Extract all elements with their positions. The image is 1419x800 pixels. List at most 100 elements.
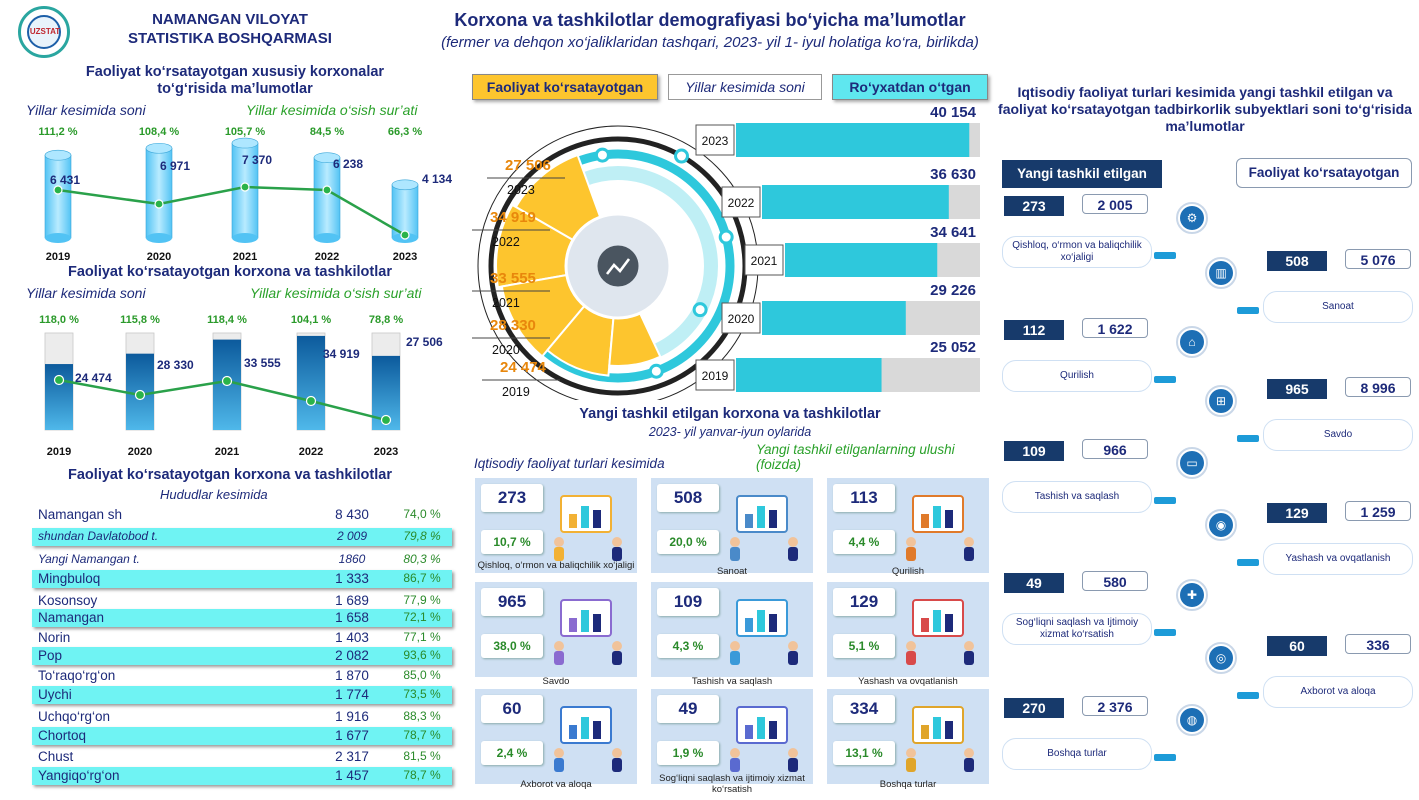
ill-bar bbox=[757, 610, 765, 632]
card-count: 129 bbox=[833, 588, 895, 616]
card-illustration bbox=[906, 599, 974, 665]
org-line1: NAMANGAN VILOYAT bbox=[152, 11, 308, 28]
activity-card: 49 1,9 % bbox=[651, 689, 813, 784]
chart2-year-label: 2022 bbox=[299, 446, 323, 458]
card-share: 13,1 % bbox=[833, 741, 895, 765]
new-count: 508 bbox=[1267, 251, 1327, 271]
registered-year-label: 2023 bbox=[702, 134, 729, 148]
ill-bar bbox=[945, 614, 953, 632]
chart1-growth-label: 84,5 % bbox=[310, 126, 344, 138]
activity-caption: Sanoat bbox=[1263, 291, 1413, 323]
district-value: 2 082 bbox=[335, 648, 369, 663]
districts-title: Faoliyat ko‘rsatayotgan korxona va tashk… bbox=[68, 467, 392, 483]
globe-icon-glyph: ◍ bbox=[1180, 708, 1204, 732]
district-name: Yangiqo‘rg‘on bbox=[38, 768, 120, 783]
district-row: Yangi Namangan t. 1860 80,3 % bbox=[32, 551, 452, 569]
active-year-label: 2023 bbox=[507, 183, 535, 197]
district-value: 1 689 bbox=[335, 593, 369, 608]
chart1-growth-label: 108,4 % bbox=[139, 126, 180, 138]
registered-value-label: 34 641 bbox=[930, 224, 976, 241]
chart2-year-label: 2019 bbox=[47, 446, 71, 458]
card-caption: Tashish va saqlash bbox=[691, 676, 773, 687]
card-caption: Qishloq, o‘rmon va baliqchilik xo‘jaligi bbox=[477, 560, 635, 571]
new-count: 112 bbox=[1004, 320, 1064, 340]
year-box bbox=[744, 244, 784, 276]
chart1-growth-point bbox=[240, 182, 250, 192]
card-count: 109 bbox=[657, 588, 719, 616]
active-count: 2 376 bbox=[1082, 696, 1148, 716]
card-count: 508 bbox=[657, 484, 719, 512]
registered-bar bbox=[762, 301, 906, 335]
chart2-growth-label: 78,8 % bbox=[369, 314, 403, 326]
district-name: Yangi Namangan t. bbox=[38, 552, 140, 566]
share-label: Yangi tashkil etilganlarning ulushi (foi… bbox=[756, 442, 955, 472]
ill-bar bbox=[945, 721, 953, 739]
card-count: 60 bbox=[481, 695, 543, 723]
card-caption: Boshqa turlar bbox=[879, 779, 937, 790]
registered-value-label: 29 226 bbox=[930, 282, 976, 299]
ill-bar bbox=[933, 506, 941, 528]
registered-value-label: 25 052 bbox=[930, 339, 976, 356]
activity-card: 129 5,1 % bbox=[827, 582, 989, 677]
by-activity-label: Iqtisodiy faoliyat turlari kesimida bbox=[474, 456, 665, 471]
activity-card: 273 10,7 % bbox=[475, 478, 637, 573]
active-count: 1 622 bbox=[1082, 318, 1148, 338]
district-value: 1 658 bbox=[335, 610, 369, 625]
antenna-icon: ◎ bbox=[1205, 642, 1237, 674]
activity-caption-text: Savdo bbox=[1323, 429, 1353, 440]
year-box bbox=[695, 124, 735, 156]
ill-person bbox=[906, 641, 916, 651]
chart1-bar-top bbox=[231, 137, 259, 149]
chart2-growth-point bbox=[221, 375, 233, 387]
district-value: 1 774 bbox=[335, 687, 369, 702]
chart2-growth-label: 115,8 % bbox=[120, 314, 160, 326]
ill-bar bbox=[921, 514, 929, 528]
district-row: shundan Davlatobod t. 2 009 79,8 % bbox=[32, 528, 452, 546]
district-percent: 73,5 % bbox=[403, 687, 441, 701]
connector-tick bbox=[1237, 559, 1259, 566]
district-name: Namangan sh bbox=[38, 507, 123, 522]
card-count: 334 bbox=[833, 695, 895, 723]
district-row: Uchqo‘rg‘on 1 916 88,3 % bbox=[32, 708, 452, 726]
district-row: Pop 2 082 93,6 % bbox=[32, 647, 452, 665]
ill-person bbox=[788, 537, 798, 547]
chart2-year-label: 2020 bbox=[128, 446, 152, 458]
chart1-year-label: 2022 bbox=[315, 251, 339, 263]
district-name: shundan Davlatobod t. bbox=[38, 529, 159, 543]
ill-bar bbox=[569, 514, 577, 528]
registered-value-label: 40 154 bbox=[930, 104, 977, 121]
ill-person bbox=[554, 641, 564, 651]
activity-caption: Qurilish bbox=[1002, 360, 1152, 392]
ill-bar bbox=[581, 610, 589, 632]
active-count: 580 bbox=[1082, 571, 1148, 591]
chart1-value-label: 6 971 bbox=[160, 159, 190, 173]
ill-bar bbox=[593, 721, 601, 739]
card-share: 4,3 % bbox=[657, 634, 719, 658]
activity-caption: Boshqa turlar bbox=[1002, 738, 1152, 770]
chart2-growth-point bbox=[305, 395, 317, 407]
new-count: 60 bbox=[1267, 636, 1327, 656]
ill-bar bbox=[769, 510, 777, 528]
card-caption: Savdo bbox=[542, 676, 570, 687]
new-count: 270 bbox=[1004, 698, 1064, 718]
active-count: 1 259 bbox=[1345, 501, 1411, 521]
org-name: NAMANGAN VILOYAT STATISTIKA BOSHQARMASI bbox=[100, 10, 360, 48]
chart1-growth-point bbox=[400, 230, 410, 240]
ill-person-body bbox=[612, 651, 622, 665]
chart1-year-label: 2023 bbox=[393, 251, 417, 263]
registered-year-label: 2022 bbox=[728, 196, 755, 210]
ill-person bbox=[612, 537, 622, 547]
active-count: 336 bbox=[1345, 634, 1411, 654]
card-share: 2,4 % bbox=[481, 741, 543, 765]
chart1-bar bbox=[313, 157, 341, 239]
card-illustration bbox=[554, 495, 622, 561]
district-percent: 86,7 % bbox=[403, 571, 441, 585]
ill-person bbox=[906, 748, 916, 758]
ill-person-body bbox=[964, 758, 974, 772]
connector-tick bbox=[1237, 307, 1259, 314]
registered-bar bbox=[785, 243, 938, 277]
ill-person-body bbox=[788, 651, 798, 665]
chart2-value-label: 33 555 bbox=[244, 356, 281, 370]
chart1-bar-base bbox=[314, 233, 340, 243]
plate-icon-glyph: ◉ bbox=[1209, 513, 1233, 537]
